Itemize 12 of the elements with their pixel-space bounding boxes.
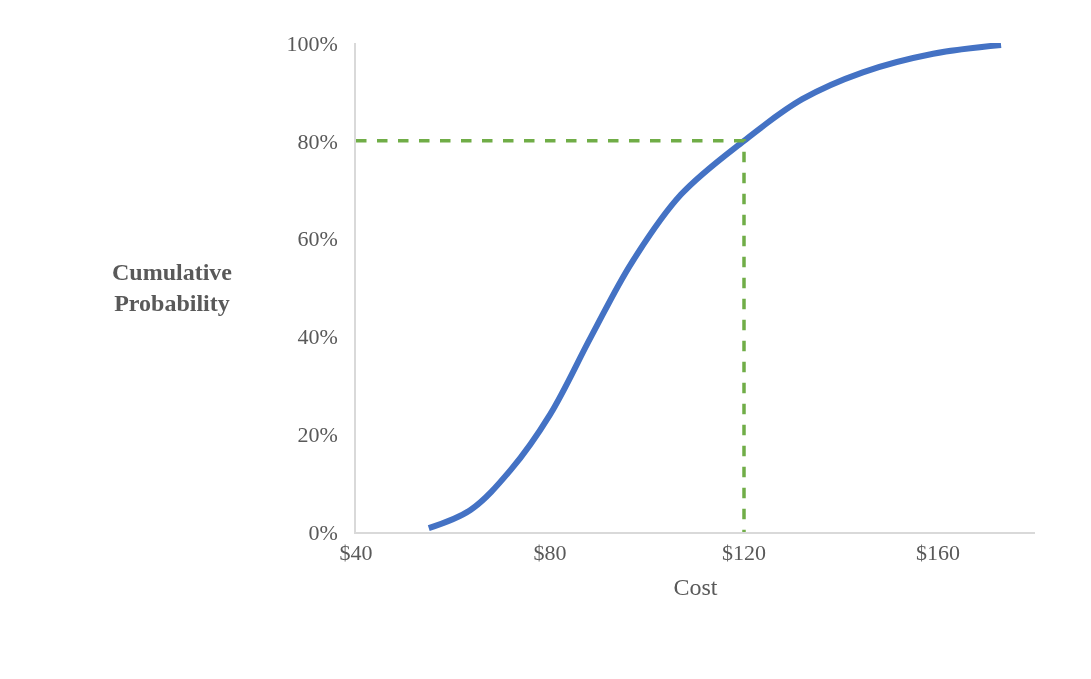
x-tick-label: $160 xyxy=(916,540,960,566)
y-tick-label: 80% xyxy=(297,128,338,154)
x-tick-label: $80 xyxy=(533,540,567,566)
y-tick-label: 100% xyxy=(286,30,338,56)
x-axis-title: Cost xyxy=(673,573,718,600)
y-tick-label: 60% xyxy=(297,226,338,252)
y-tick-label: 40% xyxy=(297,324,338,350)
x-tick-label: $40 xyxy=(339,540,373,566)
x-tick-label: $120 xyxy=(722,540,766,566)
y-axis-title: Cumulative Probability xyxy=(112,259,233,317)
y-tick-label: 20% xyxy=(297,421,338,447)
y-tick-label: 0% xyxy=(308,519,338,545)
